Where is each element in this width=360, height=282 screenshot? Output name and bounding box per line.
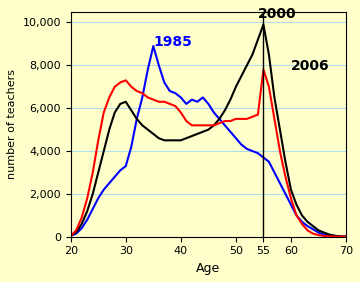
Text: 2006: 2006 [291, 59, 329, 72]
Text: 1985: 1985 [153, 35, 192, 49]
Y-axis label: number of teachers: number of teachers [7, 69, 17, 179]
Text: 2000: 2000 [258, 7, 297, 21]
X-axis label: Age: Age [196, 262, 220, 275]
